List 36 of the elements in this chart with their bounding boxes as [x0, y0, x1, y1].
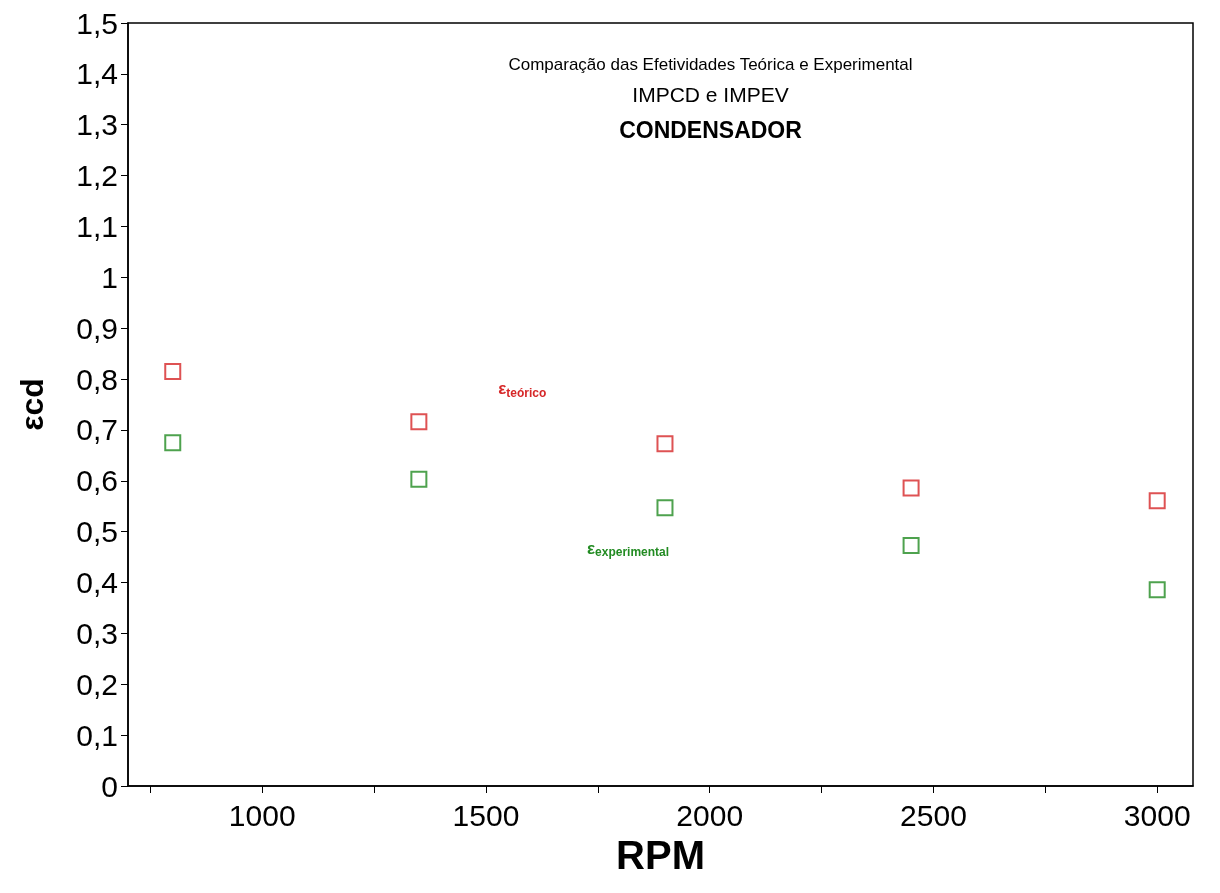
y-tick-label: 0,1	[76, 718, 118, 752]
point	[656, 435, 674, 453]
y-tick-label: 0,6	[76, 464, 118, 498]
point	[902, 479, 920, 497]
y-tick-label: 1,1	[76, 209, 118, 243]
point	[410, 413, 428, 431]
y-tick-label: 0,9	[76, 311, 118, 345]
y-tick-label: 0,2	[76, 667, 118, 701]
point	[410, 470, 428, 488]
x-tick-label: 1500	[452, 798, 520, 832]
y-tick-label: 1,2	[76, 159, 118, 193]
point	[164, 362, 182, 380]
text: Comparação das Efetividades Teórica e Experimental	[508, 55, 913, 74]
y-tick-label: 1,4	[76, 57, 118, 91]
point	[1148, 492, 1166, 510]
y-axis-title: εcd	[14, 378, 50, 431]
y-tick-label: 1	[101, 260, 118, 294]
y-tick-label: 0	[101, 769, 118, 803]
y-tick-label: 0,7	[76, 413, 118, 447]
x-tick-label: 1000	[228, 798, 296, 832]
x-tick-label: 3000	[1123, 798, 1191, 832]
y-tick-label: 1,5	[76, 6, 118, 40]
y-tick-label: 0,5	[76, 515, 118, 549]
point	[164, 434, 182, 452]
y-tick-label: 0,4	[76, 566, 118, 600]
y-tick-label: 0,8	[76, 362, 118, 396]
point	[902, 536, 920, 554]
point	[1148, 581, 1166, 599]
y-tick-label: 0,3	[76, 616, 118, 650]
text: IMPCD e IMPEV	[632, 83, 789, 106]
y-tick-label: 1,3	[76, 108, 118, 142]
x-tick-label: 2000	[676, 798, 744, 832]
x-axis-title: RPM	[616, 832, 705, 877]
point	[656, 499, 674, 517]
x-tick-label: 2500	[900, 798, 967, 832]
annotation: CONDENSADOR	[619, 116, 803, 143]
